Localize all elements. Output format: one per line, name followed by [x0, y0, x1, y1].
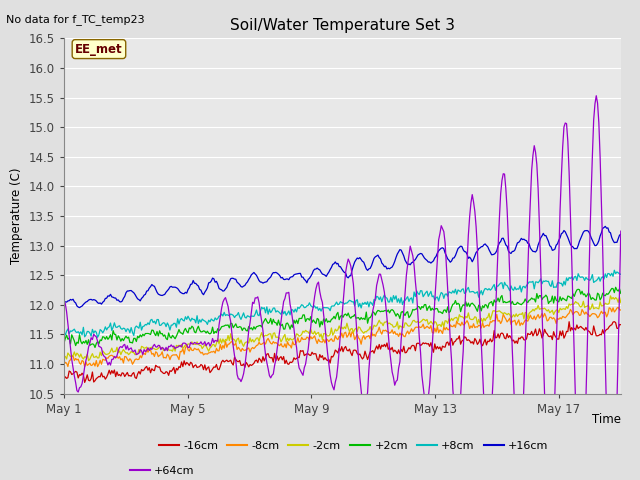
+16cm — [572, 246, 579, 252]
+8cm — [502, 282, 509, 288]
+64cm — [489, 380, 497, 386]
-2cm — [385, 321, 392, 326]
-16cm — [502, 336, 509, 342]
Y-axis label: Temperature (C): Temperature (C) — [10, 168, 23, 264]
+2cm — [617, 290, 625, 296]
+16cm — [76, 305, 83, 311]
+64cm — [500, 171, 508, 177]
+64cm — [103, 358, 111, 364]
Text: Time: Time — [592, 413, 621, 426]
-2cm — [502, 311, 509, 316]
-16cm — [81, 380, 88, 385]
Legend: +64cm: +64cm — [125, 461, 199, 480]
+8cm — [104, 325, 112, 331]
+16cm — [104, 293, 112, 299]
-8cm — [81, 364, 88, 370]
-16cm — [611, 319, 618, 324]
Line: +8cm: +8cm — [64, 270, 621, 337]
-2cm — [60, 354, 68, 360]
+8cm — [490, 282, 498, 288]
-2cm — [448, 315, 456, 321]
-8cm — [614, 304, 622, 310]
-8cm — [104, 355, 112, 361]
-8cm — [448, 324, 456, 329]
+16cm — [602, 224, 609, 229]
Line: +16cm: +16cm — [64, 227, 621, 308]
+64cm — [617, 228, 625, 234]
+2cm — [502, 300, 509, 305]
-16cm — [572, 327, 579, 333]
+8cm — [572, 274, 579, 279]
+64cm — [570, 354, 578, 360]
Text: EE_met: EE_met — [75, 43, 123, 56]
-16cm — [60, 376, 68, 382]
-16cm — [448, 336, 456, 341]
+16cm — [502, 242, 509, 248]
+2cm — [91, 345, 99, 350]
+16cm — [385, 265, 392, 271]
+2cm — [612, 285, 620, 290]
Line: -16cm: -16cm — [64, 322, 621, 383]
-8cm — [385, 329, 392, 335]
+64cm — [593, 93, 600, 98]
+2cm — [385, 307, 392, 313]
-8cm — [617, 307, 625, 313]
+64cm — [447, 338, 454, 344]
+2cm — [490, 297, 498, 303]
Line: +2cm: +2cm — [64, 288, 621, 348]
-2cm — [104, 351, 112, 357]
+64cm — [383, 315, 391, 321]
+8cm — [448, 290, 456, 296]
Line: +64cm: +64cm — [64, 96, 621, 480]
-8cm — [490, 318, 498, 324]
+8cm — [93, 335, 101, 340]
+16cm — [490, 251, 498, 257]
+8cm — [60, 329, 68, 335]
-2cm — [607, 293, 614, 299]
Title: Soil/Water Temperature Set 3: Soil/Water Temperature Set 3 — [230, 18, 455, 33]
+8cm — [385, 299, 392, 305]
+16cm — [60, 300, 68, 305]
+8cm — [611, 267, 618, 273]
-8cm — [502, 316, 509, 322]
-2cm — [490, 308, 498, 313]
-8cm — [60, 362, 68, 368]
+16cm — [617, 231, 625, 237]
+16cm — [448, 258, 456, 264]
-16cm — [490, 328, 498, 334]
-16cm — [385, 347, 392, 352]
-2cm — [617, 300, 625, 305]
-16cm — [104, 371, 112, 377]
+8cm — [617, 271, 625, 277]
-16cm — [617, 322, 625, 328]
Line: -2cm: -2cm — [64, 296, 621, 360]
+2cm — [572, 289, 579, 295]
-2cm — [84, 358, 92, 363]
-2cm — [572, 299, 579, 304]
Line: -8cm: -8cm — [64, 307, 621, 367]
Text: No data for f_TC_temp23: No data for f_TC_temp23 — [6, 14, 145, 25]
+2cm — [104, 336, 112, 342]
+2cm — [60, 340, 68, 346]
-8cm — [572, 309, 579, 314]
+64cm — [60, 298, 68, 304]
+2cm — [448, 304, 456, 310]
